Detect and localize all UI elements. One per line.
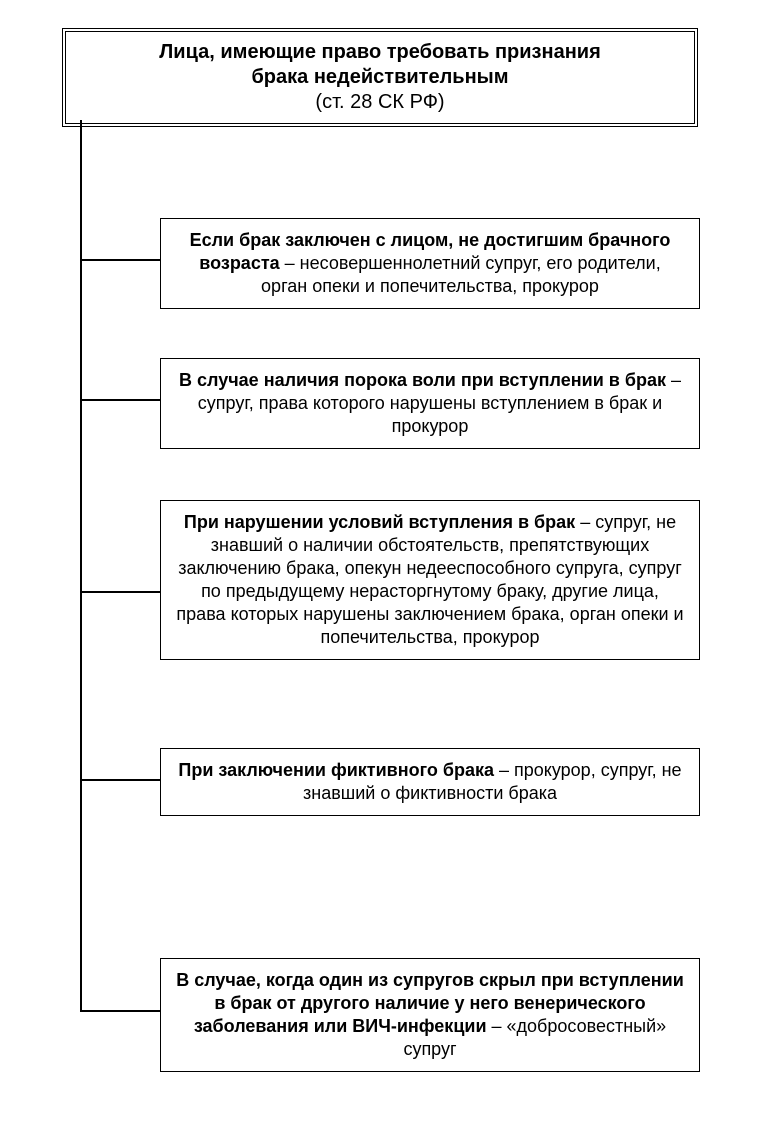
branch-line-1 <box>80 259 160 261</box>
item-rest-3: – супруг, не знавший о наличии обстоятел… <box>176 512 683 647</box>
header-title-line1: Лица, имеющие право требовать признания <box>78 40 682 65</box>
branch-line-4 <box>80 779 160 781</box>
item-box-3: При нарушении условий вступления в брак … <box>160 500 700 660</box>
branch-line-3 <box>80 591 160 593</box>
item-box-1: Если брак заключен с лицом, не достигшим… <box>160 218 700 309</box>
item-box-2: В случае наличия порока воли при вступле… <box>160 358 700 449</box>
header-subtitle: (ст. 28 СК РФ) <box>78 90 682 115</box>
header-title-line2: брака недействительным <box>78 65 682 90</box>
diagram-page: Лица, имеющие право требовать признания … <box>0 0 760 1134</box>
item-bold-4: При заключении фиктивного брака <box>178 760 494 780</box>
item-box-5: В случае, когда один из супругов скрыл п… <box>160 958 700 1072</box>
trunk-line <box>80 120 82 1010</box>
item-rest-1: – несовершеннолетний супруг, его родител… <box>261 253 661 296</box>
item-box-4: При заключении фиктивного брака – прокур… <box>160 748 700 816</box>
item-bold-2: В случае наличия порока воли при вступле… <box>179 370 666 390</box>
header-box: Лица, имеющие право требовать признания … <box>62 28 698 127</box>
item-bold-3: При нарушении условий вступления в брак <box>184 512 575 532</box>
branch-line-5 <box>80 1010 160 1012</box>
branch-line-2 <box>80 399 160 401</box>
